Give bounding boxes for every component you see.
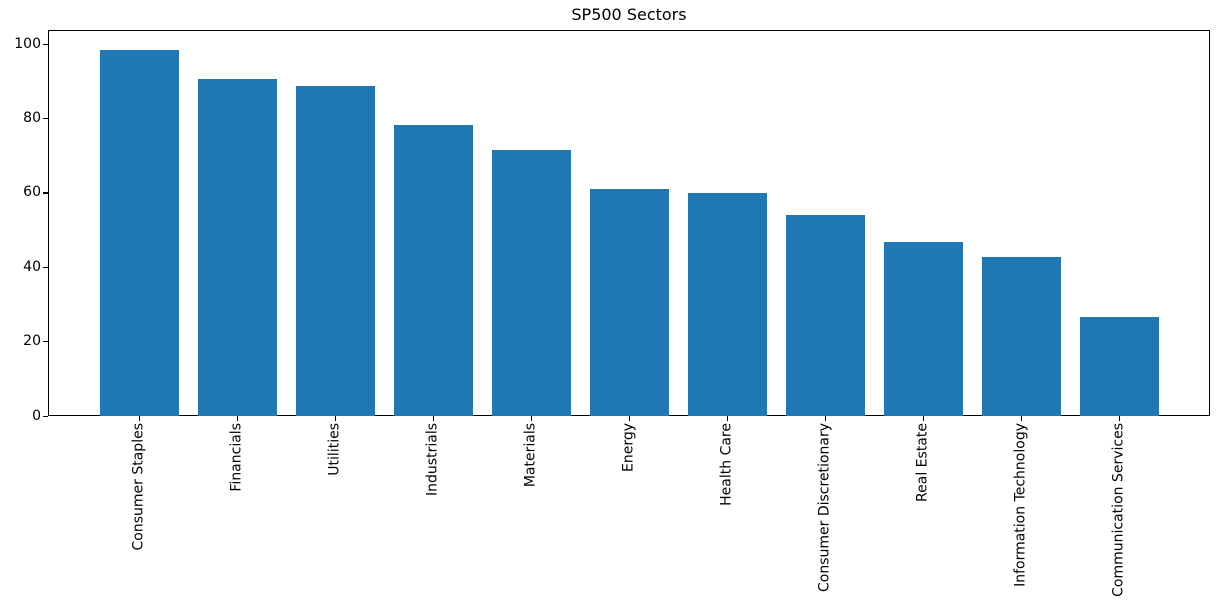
x-tick-label: Utilities	[326, 423, 343, 476]
x-tick-mark	[138, 416, 140, 421]
y-tick-mark	[43, 43, 48, 45]
bar	[883, 241, 963, 416]
x-tick-mark	[530, 416, 532, 421]
x-tick-label: Consumer Staples	[130, 423, 147, 551]
y-tick-label: 0	[32, 407, 41, 424]
y-tick-label: 20	[23, 333, 41, 350]
x-tick-mark	[1118, 416, 1120, 421]
x-tick-mark	[334, 416, 336, 421]
y-tick-mark	[43, 266, 48, 269]
bar	[197, 79, 277, 416]
y-tick-label: 40	[23, 258, 41, 275]
bar	[1079, 317, 1159, 416]
y-tick-mark	[43, 192, 48, 194]
x-tick-label: Financials	[228, 423, 245, 492]
y-tick-mark	[43, 341, 48, 343]
x-tick-mark	[236, 416, 238, 421]
chart-title: SP500 Sectors	[571, 5, 687, 24]
x-tick-label: Information Technology	[1012, 423, 1029, 587]
bar	[99, 50, 179, 416]
x-tick-mark	[922, 416, 924, 421]
x-tick-label: Real Estate	[914, 423, 931, 502]
y-tick-label: 60	[23, 184, 41, 201]
y-tick-mark	[43, 415, 48, 417]
y-tick-label: 80	[23, 110, 41, 126]
x-tick-label: Materials	[522, 423, 539, 488]
bar	[393, 124, 473, 416]
x-tick-label: Consumer Discretionary	[816, 423, 833, 592]
bar	[295, 86, 375, 416]
x-tick-mark	[432, 416, 434, 421]
x-tick-mark	[628, 416, 630, 421]
x-tick-label: Industrials	[424, 423, 441, 496]
x-tick-label: Energy	[620, 423, 637, 473]
x-tick-mark	[726, 416, 728, 421]
x-tick-mark	[1020, 416, 1022, 421]
y-tick-label: 100	[14, 35, 41, 52]
x-tick-label: Communication Services	[1110, 423, 1127, 597]
x-tick-mark	[824, 416, 826, 421]
bar	[981, 256, 1061, 416]
y-tick-mark	[43, 118, 48, 120]
x-tick-label: Health Care	[718, 423, 735, 506]
bar	[491, 149, 571, 416]
bar	[589, 189, 669, 416]
bar	[687, 192, 767, 416]
bar	[785, 215, 865, 416]
